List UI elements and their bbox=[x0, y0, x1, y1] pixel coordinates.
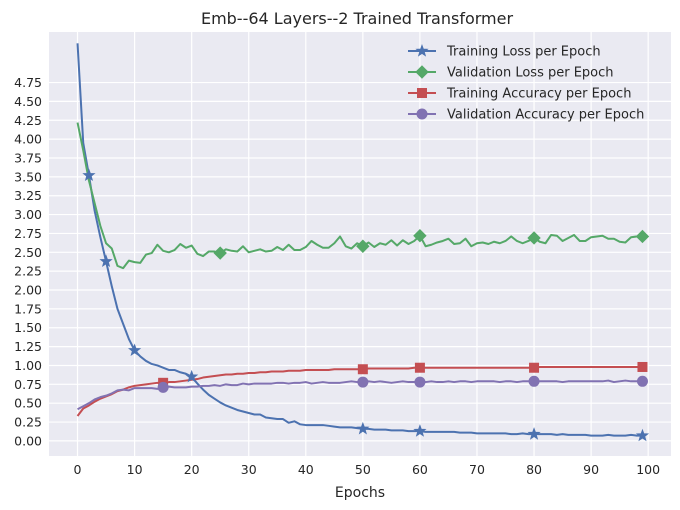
data-point-training-loss-per-epoch bbox=[635, 428, 650, 442]
data-point-training-accuracy-per-epoch bbox=[357, 364, 368, 375]
legend-label-validation-accuracy-per-epoch: Validation Accuracy per Epoch bbox=[447, 108, 644, 123]
legend-marker-validation-loss-per-epoch bbox=[415, 65, 429, 79]
data-point-validation-loss-per-epoch bbox=[527, 231, 541, 245]
y-tick-label: 1.25 bbox=[14, 339, 42, 354]
data-point-training-loss-per-epoch bbox=[99, 254, 113, 267]
x-axis-label: Epochs bbox=[335, 485, 385, 501]
data-point-validation-accuracy-per-epoch bbox=[528, 375, 540, 387]
data-point-validation-accuracy-per-epoch bbox=[636, 375, 648, 387]
y-tick-label: 1.75 bbox=[14, 301, 42, 316]
y-tick-label: 2.00 bbox=[14, 283, 42, 298]
data-point-validation-loss-per-epoch bbox=[413, 228, 427, 243]
y-tick-label: 3.75 bbox=[14, 150, 42, 165]
legend-label-training-loss-per-epoch: Training Loss per Epoch bbox=[446, 45, 601, 60]
y-tick-label: 4.50 bbox=[14, 94, 42, 109]
data-point-validation-accuracy-per-epoch bbox=[414, 376, 426, 388]
y-tick-label: 2.25 bbox=[14, 264, 42, 279]
data-point-training-accuracy-per-epoch bbox=[529, 362, 540, 373]
legend-label-training-accuracy-per-epoch: Training Accuracy per Epoch bbox=[446, 87, 631, 102]
x-tick-label: 10 bbox=[127, 462, 143, 477]
x-tick-label: 90 bbox=[583, 462, 599, 477]
y-tick-label: 3.00 bbox=[14, 207, 42, 222]
x-tick-label: 0 bbox=[74, 462, 82, 477]
legend-label-validation-loss-per-epoch: Validation Loss per Epoch bbox=[447, 66, 614, 81]
y-axis-ticks: 0.00 0.25 0.50 0.75 1.00 1.25 1.50 1.75 2.00 2.25… bbox=[14, 75, 42, 448]
legend: Training Loss per Epoch Validation Loss p… bbox=[408, 44, 644, 123]
y-tick-label: 4.75 bbox=[14, 75, 42, 90]
x-tick-label: 80 bbox=[526, 462, 542, 477]
data-point-training-loss-per-epoch bbox=[413, 424, 427, 437]
data-point-validation-accuracy-per-epoch bbox=[357, 376, 369, 388]
y-tick-label: 0.50 bbox=[14, 396, 42, 411]
y-tick-label: 3.50 bbox=[14, 169, 42, 184]
x-tick-label: 50 bbox=[355, 462, 371, 477]
y-tick-label: 0.25 bbox=[14, 415, 42, 430]
chart-title: Emb--64 Layers--2 Trained Transformer bbox=[201, 9, 514, 28]
x-tick-label: 60 bbox=[412, 462, 428, 477]
data-point-validation-loss-per-epoch bbox=[356, 239, 370, 253]
data-point-training-loss-per-epoch bbox=[356, 421, 370, 435]
data-point-validation-loss-per-epoch bbox=[635, 229, 650, 244]
series-markers bbox=[82, 168, 650, 442]
y-tick-label: 2.75 bbox=[14, 226, 42, 241]
y-tick-label: 2.50 bbox=[14, 245, 42, 260]
y-tick-label: 3.25 bbox=[14, 188, 42, 203]
y-tick-label: 0.75 bbox=[14, 377, 42, 392]
data-point-training-loss-per-epoch bbox=[82, 168, 96, 181]
y-tick-label: 4.25 bbox=[14, 113, 42, 128]
data-point-training-loss-per-epoch bbox=[128, 343, 142, 356]
legend-marker-training-accuracy-per-epoch bbox=[417, 88, 427, 98]
x-tick-label: 30 bbox=[241, 462, 257, 477]
x-tick-label: 70 bbox=[469, 462, 485, 477]
legend-marker-validation-accuracy-per-epoch bbox=[416, 108, 428, 120]
x-tick-label: 100 bbox=[636, 462, 660, 477]
data-point-validation-loss-per-epoch bbox=[213, 246, 227, 260]
x-axis-ticks: 0 10 20 30 40 50 60 70 80 90 100 bbox=[74, 462, 661, 477]
y-tick-label: 4.00 bbox=[14, 132, 42, 147]
data-point-training-loss-per-epoch bbox=[185, 369, 199, 383]
y-tick-label: 1.50 bbox=[14, 320, 42, 335]
data-point-training-accuracy-per-epoch bbox=[637, 361, 648, 372]
y-tick-label: 1.00 bbox=[14, 358, 42, 373]
x-tick-label: 20 bbox=[184, 462, 200, 477]
y-tick-label: 0.00 bbox=[14, 433, 42, 448]
legend-marker-training-loss-per-epoch bbox=[415, 44, 429, 57]
x-tick-label: 40 bbox=[298, 462, 314, 477]
data-point-validation-accuracy-per-epoch bbox=[157, 381, 169, 393]
data-point-training-accuracy-per-epoch bbox=[414, 362, 425, 373]
data-point-training-loss-per-epoch bbox=[527, 427, 541, 440]
